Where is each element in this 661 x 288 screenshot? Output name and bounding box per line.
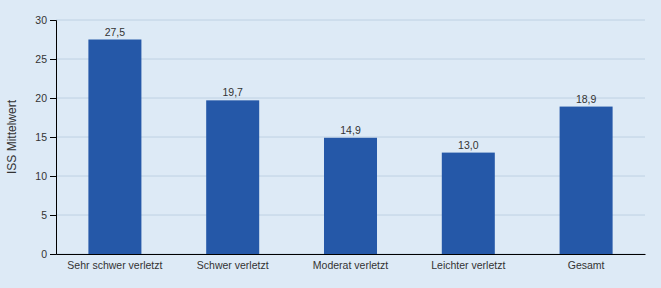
y-tick-mark	[50, 20, 56, 21]
x-tick: Schwer verletzt	[197, 254, 269, 271]
background	[0, 0, 661, 288]
y-axis-line	[50, 21, 57, 255]
y-tick-mark	[50, 254, 56, 255]
y-tick: 15	[35, 131, 56, 143]
y-tick-label: 10	[35, 170, 47, 182]
y-tick: 0	[41, 248, 56, 260]
y-axis: 0 5 10 15 20 25 30	[35, 14, 56, 260]
x-tick: Sehr schwer verletzt	[67, 254, 162, 271]
data-labels: 27,5 19,7 14,9 13,0 18,9	[105, 26, 597, 151]
data-label: 14,9	[340, 124, 361, 136]
grid-line	[56, 98, 645, 99]
bar	[206, 100, 259, 254]
x-tick-label: Gesamt	[568, 259, 605, 271]
y-tick-label: 20	[35, 92, 47, 104]
y-tick: 5	[41, 209, 56, 221]
y-tick-mark	[50, 59, 56, 60]
x-tick: Gesamt	[568, 254, 605, 271]
grid-line	[56, 59, 645, 60]
y-tick-mark	[50, 215, 56, 216]
bar	[442, 153, 495, 254]
y-tick: 10	[35, 170, 56, 182]
y-tick-mark	[50, 98, 56, 99]
bar	[324, 138, 377, 254]
plot-area: Sehr schwer verletzt Schwer verletzt Moder…	[35, 14, 645, 272]
y-tick-label: 25	[35, 53, 47, 65]
data-label: 18,9	[576, 93, 597, 105]
y-tick-label: 30	[35, 14, 47, 26]
x-tick-label: Schwer verletzt	[197, 259, 269, 271]
y-tick-label: 5	[41, 209, 47, 221]
bars	[88, 40, 612, 255]
data-label: 13,0	[458, 139, 479, 151]
x-tick-label: Moderat verletzt	[313, 259, 388, 271]
bar	[560, 107, 613, 254]
data-label: 19,7	[222, 86, 243, 98]
x-axis-line	[57, 254, 646, 255]
x-tick-label: Sehr schwer verletzt	[67, 259, 162, 271]
grid-line	[56, 137, 645, 138]
y-tick-mark	[50, 176, 56, 177]
grid-line	[56, 20, 645, 21]
x-tick: Moderat verletzt	[313, 254, 388, 271]
y-tick: 25	[35, 53, 56, 65]
x-tick: Leichter verletzt	[431, 254, 505, 271]
y-tick-label: 15	[35, 131, 47, 143]
x-tick-label: Leichter verletzt	[431, 259, 505, 271]
grid	[56, 20, 645, 254]
x-axis: Sehr schwer verletzt Schwer verletzt Moder…	[57, 254, 646, 271]
y-axis-title: ISS Mittelwert	[5, 99, 19, 174]
y-tick: 30	[35, 14, 56, 26]
bar	[88, 40, 141, 255]
y-tick: 20	[35, 92, 56, 104]
y-tick-mark	[50, 137, 56, 138]
data-label: 27,5	[105, 26, 126, 38]
y-tick-label: 0	[41, 248, 47, 260]
chart: Sehr schwer verletzt Schwer verletzt Moder…	[0, 0, 661, 288]
